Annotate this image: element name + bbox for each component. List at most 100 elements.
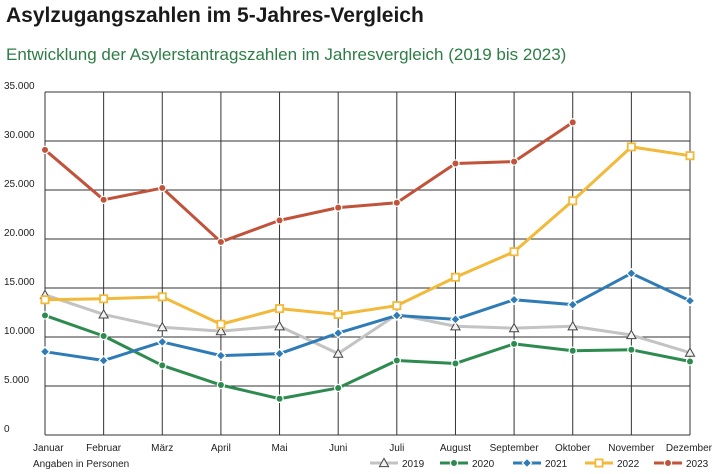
point-2021-Oktober [567,299,579,311]
point-2021-Juni [332,327,344,339]
x-tick-label: April [211,443,231,454]
series-2022 [40,142,695,329]
units-note: Angaben in Personen [33,459,129,470]
point-2019-September [508,322,520,333]
point-2022-Juni [333,309,343,319]
y-tick-label: 30.000 [4,130,35,141]
x-tick-label: Januar [33,443,64,454]
x-tick-label: November [608,443,655,454]
point-2021-August [450,313,461,325]
chart-title: Asylzugangszahlen im 5-Jahres-Vergleich [6,4,424,27]
chart-subtitle: Entwicklung der Asylerstantragszahlen im… [6,45,567,64]
point-2022-Dezember [685,151,695,161]
point-2020-Oktober [568,346,577,355]
point-2019-Juni [332,348,344,358]
point-2021-Dezember [684,295,696,307]
y-tick-label: 20.000 [4,228,35,239]
point-2022-August [450,272,460,282]
series-line-2022 [44,145,691,326]
y-tick-label: 35.000 [4,81,35,92]
point-2021-Mai [274,348,285,360]
point-2023-Juni [333,203,343,212]
point-2020-Juli [392,356,402,365]
y-tick-label: 5.000 [4,375,29,386]
point-2020-Dezember [685,357,695,366]
point-2020-März [158,361,167,370]
point-2023-September [509,157,519,166]
x-tick-label: März [151,443,173,454]
x-axis-ticks: Januar Februar März April Mai Juni Juli August S… [33,443,713,454]
point-2021-Februar [98,355,110,366]
legend-marker [378,457,390,468]
y-tick-label: 0 [4,424,10,435]
x-tick-label: Oktober [555,443,591,454]
legend-item-2021: 2021 [513,457,568,470]
point-2020-November [627,345,636,354]
point-2019-Oktober [567,320,579,331]
legend-label: 2023 [686,459,709,470]
x-tick-label: Dezember [666,443,713,454]
legend-marker [594,458,604,468]
y-tick-label: 25.000 [4,179,35,190]
point-2020-Januar [40,311,50,320]
point-2022-Juli [392,301,402,311]
point-2022-März [157,292,167,302]
point-2022-Oktober [568,196,578,206]
legend-item-2019: 2019 [370,457,425,470]
legend-marker [521,457,533,469]
point-2023-Oktober [568,118,577,127]
series-line-2020 [44,314,691,401]
legend-label: 2019 [402,459,425,470]
series-2021 [39,267,696,366]
point-2020-April [216,380,226,390]
y-tick-label: 15.000 [4,277,35,288]
x-tick-label: Juni [329,443,347,454]
series-line-2021 [44,271,691,363]
legend-marker [449,458,459,468]
legend: 2019 2020 2021 2022 2023 [370,457,709,470]
y-axis-ticks: 0 5.000 10.000 15.000 20.000 25.000 30.000 35.0… [4,81,35,435]
point-2023-März [158,183,167,193]
point-2019-Dezember [684,347,696,357]
point-2019-Mai [274,320,285,331]
point-2020-August [451,359,460,368]
x-tick-label: Juli [389,443,404,454]
point-2023-Februar [99,195,108,204]
point-2022-November [626,142,636,152]
point-2021-März [156,336,168,348]
series-2020 [40,311,695,403]
legend-item-2022: 2022 [585,458,640,470]
point-2021-April [215,350,227,362]
point-2019-März [156,321,168,332]
point-2023-Januar [40,145,50,155]
x-tick-label: August [440,443,471,454]
legend-label: 2021 [545,459,568,470]
point-2022-Februar [99,294,109,304]
x-tick-label: Februar [86,443,122,454]
legend-label: 2020 [472,459,495,470]
point-2022-September [509,247,519,257]
point-2021-Januar [39,346,51,358]
series-lines [39,118,696,403]
point-2022-Januar [40,295,50,305]
point-2020-Mai [275,394,284,403]
legend-label: 2022 [617,459,640,470]
point-2022-Mai [275,304,285,314]
x-tick-label: September [490,443,540,454]
series-2023 [40,118,577,247]
point-2020-September [509,339,519,349]
point-2021-September [508,294,520,306]
point-2023-April [216,237,226,247]
point-2020-Juni [333,383,343,393]
x-tick-label: Mai [271,443,287,454]
point-2021-November [625,267,637,279]
y-tick-label: 10.000 [4,326,35,337]
point-2023-Mai [275,216,284,225]
point-2019-Februar [98,308,110,319]
series-line-2019 [44,293,691,356]
point-2023-August [451,159,460,168]
point-2023-Juli [392,198,402,207]
legend-item-2023: 2023 [654,458,709,470]
point-2019-August [450,320,461,331]
